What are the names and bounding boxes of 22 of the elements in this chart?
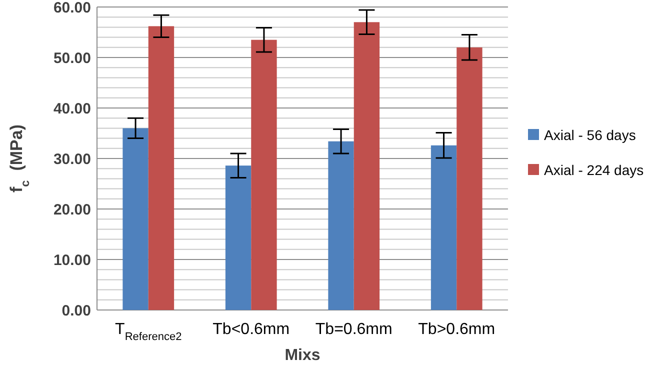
y-tick-label: 30.00 — [53, 150, 91, 168]
bar — [148, 26, 174, 310]
x-tick-label: Tb=0.6mm — [315, 321, 392, 338]
y-tick-label: 10.00 — [53, 252, 91, 269]
bar — [122, 128, 148, 310]
y-tick-label: 50.00 — [53, 50, 91, 67]
bar — [354, 22, 380, 310]
y-tick-label: 0.00 — [62, 302, 91, 320]
bar — [225, 166, 252, 310]
legend-label: Axial - 224 days — [544, 162, 644, 178]
x-tick-label: Tb>0.6mm — [418, 321, 496, 338]
legend-label: Axial - 56 days — [544, 126, 636, 143]
x-axis-title: Mixs — [284, 347, 320, 364]
x-tick-label: Tb<0.6mm — [212, 321, 290, 338]
y-tick-label: 60.00 — [53, 0, 91, 16]
bar — [430, 145, 457, 310]
bar — [251, 40, 277, 310]
y-tick-label: 20.00 — [53, 201, 91, 218]
bar — [328, 141, 354, 310]
y-tick-label: 40.00 — [53, 100, 91, 118]
bar — [456, 47, 482, 310]
x-tick-label: T$_{Reference2}$ — [115, 321, 182, 343]
